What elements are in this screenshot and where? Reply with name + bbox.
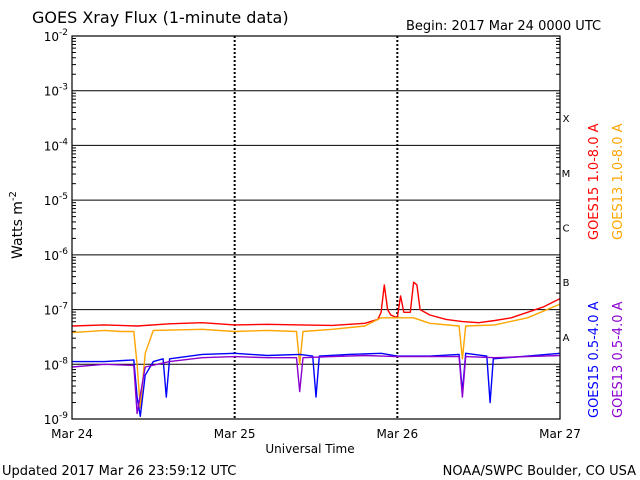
plot-frame: [71, 35, 561, 420]
series-line-2: [72, 352, 561, 417]
y-axis-label: Watts m-2: [8, 191, 26, 259]
y-axis-ticks: 10-2 10-3 10-4 10-5 10-6 10-7 10-8 10-9: [44, 28, 69, 427]
x-tick-label: Mar 27: [539, 427, 581, 441]
x-tick-label: Mar 26: [376, 427, 418, 441]
x-tick-label: Mar 24: [51, 427, 93, 441]
flare-class-label: M: [562, 169, 571, 180]
y-axis-label-exp: -2: [8, 191, 19, 201]
flare-class-label: X: [563, 114, 570, 125]
legend-entry: GOES13 1.0-8.0 A: [611, 123, 626, 240]
y-tick-label: 10-7: [44, 302, 68, 318]
flare-class-label: C: [563, 224, 570, 235]
y-tick-label: 10-2: [44, 28, 68, 44]
x-tick-label: Mar 25: [214, 427, 256, 441]
footer-credit: NOAA/SWPC Boulder, CO USA: [443, 464, 636, 479]
x-axis-label: Universal Time: [265, 442, 354, 456]
svg-text:Watts m-2: Watts m-2: [8, 191, 26, 259]
y-tick-label: 10-4: [44, 137, 69, 153]
flare-class-label: A: [563, 333, 570, 344]
flare-class-label: B: [563, 278, 570, 289]
y-tick-label: 10-6: [44, 247, 69, 263]
legend-entry: GOES15 0.5-4.0 A: [587, 301, 602, 418]
y-tick-label: 10-3: [44, 83, 68, 99]
x-axis-ticks: Mar 24 Mar 25 Mar 26 Mar 27: [51, 427, 581, 441]
y-tick-label: 10-9: [44, 411, 69, 427]
y-tick-label: 10-8: [44, 356, 69, 372]
begin-label: Begin: 2017 Mar 24 0000 UTC: [406, 19, 601, 34]
series-line-1: [71, 303, 561, 409]
legend-entry: GOES13 0.5-4.0 A: [611, 301, 626, 418]
plot-grid: [72, 36, 560, 419]
flare-class-labels: X M C B A: [562, 114, 571, 344]
y-axis-label-base: Watts m: [10, 201, 26, 259]
series-line-3: [71, 354, 561, 415]
legend-entry: GOES15 1.0-8.0 A: [587, 123, 602, 240]
chart-title: GOES Xray Flux (1-minute data): [32, 8, 289, 27]
series-layer: [71, 281, 561, 417]
footer-updated: Updated 2017 Mar 26 23:59:12 UTC: [2, 464, 236, 479]
legend: GOES15 1.0-8.0 A GOES13 1.0-8.0 A GOES15 0…: [587, 123, 626, 418]
y-tick-label: 10-5: [44, 192, 68, 208]
